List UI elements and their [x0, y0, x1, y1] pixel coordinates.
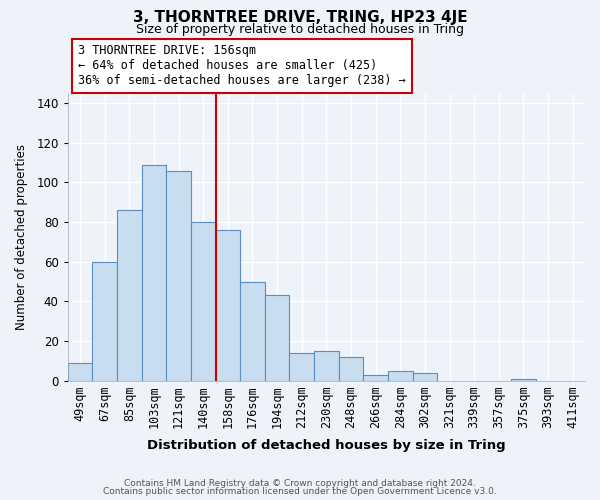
Bar — [289, 353, 314, 381]
Bar — [388, 371, 413, 381]
X-axis label: Distribution of detached houses by size in Tring: Distribution of detached houses by size … — [147, 440, 506, 452]
Text: 3 THORNTREE DRIVE: 156sqm
← 64% of detached houses are smaller (425)
36% of semi: 3 THORNTREE DRIVE: 156sqm ← 64% of detac… — [78, 44, 406, 88]
Bar — [166, 170, 191, 381]
Bar — [338, 357, 364, 381]
Y-axis label: Number of detached properties: Number of detached properties — [15, 144, 28, 330]
Bar — [511, 379, 536, 381]
Bar — [265, 296, 289, 381]
Bar — [215, 230, 240, 381]
Text: Contains public sector information licensed under the Open Government Licence v3: Contains public sector information licen… — [103, 487, 497, 496]
Bar — [314, 351, 338, 381]
Bar — [92, 262, 117, 381]
Bar — [191, 222, 215, 381]
Bar — [364, 375, 388, 381]
Bar — [413, 373, 437, 381]
Bar — [117, 210, 142, 381]
Bar — [142, 164, 166, 381]
Text: Contains HM Land Registry data © Crown copyright and database right 2024.: Contains HM Land Registry data © Crown c… — [124, 478, 476, 488]
Bar — [68, 363, 92, 381]
Text: Size of property relative to detached houses in Tring: Size of property relative to detached ho… — [136, 22, 464, 36]
Bar — [240, 282, 265, 381]
Text: 3, THORNTREE DRIVE, TRING, HP23 4JE: 3, THORNTREE DRIVE, TRING, HP23 4JE — [133, 10, 467, 25]
